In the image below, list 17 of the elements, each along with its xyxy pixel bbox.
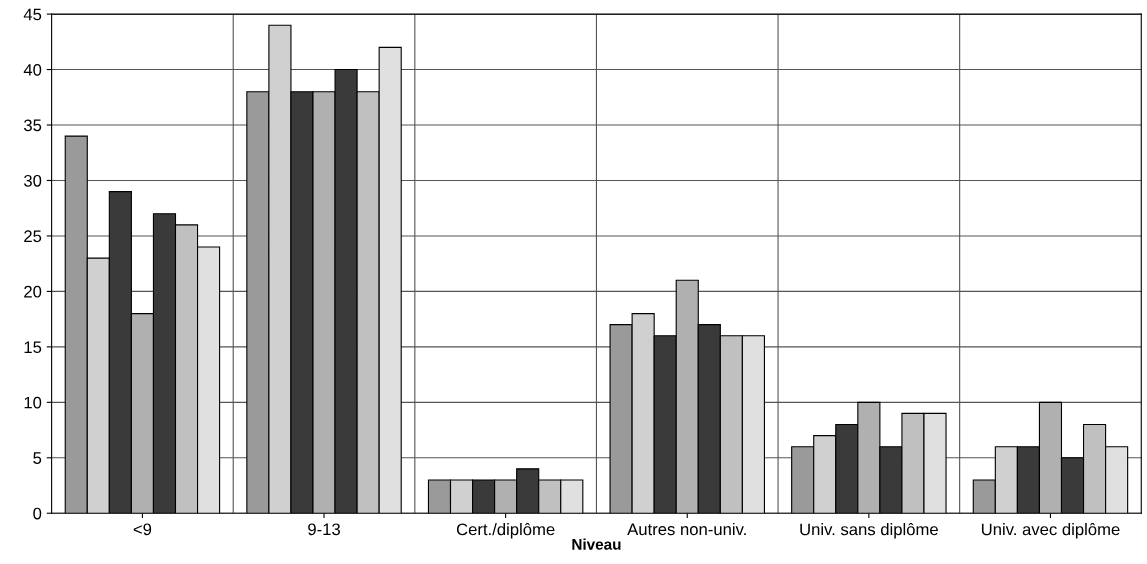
y-tick-label: 45 (23, 8, 42, 21)
x-tick-label: Autres non-univ. (627, 522, 746, 536)
y-tick-label: 15 (24, 341, 42, 354)
x-tick-label: Univ. sans diplôme (800, 522, 938, 539)
x-axis-title: Niveau (572, 538, 621, 550)
y-tick-label: 30 (23, 174, 42, 187)
y-tick-label: 35 (23, 119, 42, 132)
x-tick-label: <9 (133, 523, 152, 536)
x-tick-label: 9-13 (308, 523, 340, 536)
x-tick-label: Univ. avec diplôme (981, 522, 1120, 539)
y-tick-label: 10 (24, 396, 42, 409)
x-tick-label: Cert./diplôme (456, 522, 555, 539)
y-tick-label: 0 (33, 507, 42, 520)
y-tick-label: 25 (24, 230, 42, 243)
y-tick-label: 5 (33, 452, 42, 464)
y-tick-label: 40 (23, 63, 42, 76)
y-tick-label: 20 (24, 285, 42, 298)
